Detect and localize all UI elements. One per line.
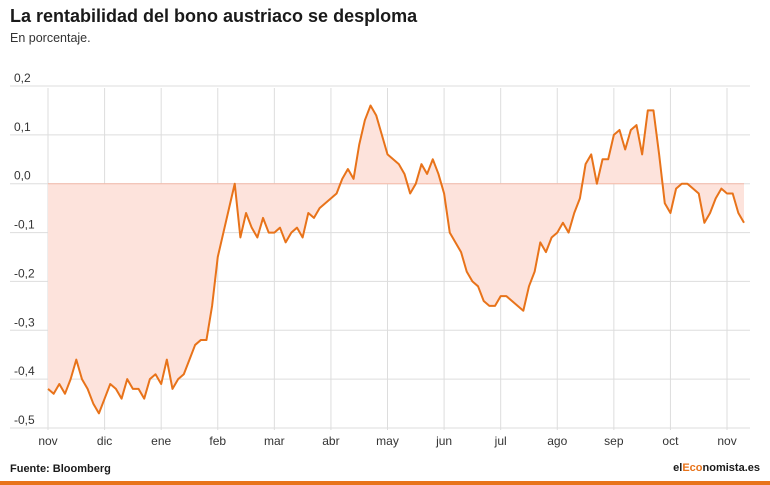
x-tick-label: may: [376, 434, 399, 448]
y-tick-label: -0,3: [14, 315, 35, 329]
source-note: Fuente: Bloomberg: [10, 463, 111, 475]
chart-area: 0,2 0,1 0,0 -0,1 -0,2 -0,3 -0,4 -0,5 nov dic ene f…: [10, 71, 750, 448]
x-tick-label: nov: [38, 434, 57, 448]
x-tick-label: jul: [494, 434, 507, 448]
x-tick-label: dic: [97, 434, 112, 448]
x-tick-label: ago: [547, 434, 567, 448]
brand-accent: Eco: [682, 462, 703, 474]
y-tick-label: -0,1: [14, 218, 35, 232]
chart-subtitle: En porcentaje.: [10, 31, 91, 45]
x-tick-label: feb: [209, 434, 226, 448]
chart-title: La rentabilidad del bono austriaco se de…: [10, 6, 418, 26]
area-fill: [48, 105, 744, 414]
y-tick-label: 0,0: [14, 169, 31, 183]
y-tick-label: -0,2: [14, 266, 35, 280]
brand-prefix: el: [673, 462, 683, 474]
x-tick-label: mar: [264, 434, 285, 448]
series-line: [47, 104, 745, 415]
y-axis: 0,2 0,1 0,0 -0,1 -0,2 -0,3 -0,4 -0,5: [14, 71, 35, 427]
y-tick-label: -0,4: [14, 364, 35, 378]
area-fill-path: [48, 105, 744, 414]
x-tick-label: abr: [322, 434, 339, 448]
x-tick-label: sep: [604, 434, 624, 448]
y-tick-label: 0,1: [14, 120, 31, 134]
accent-bar: [0, 481, 770, 485]
x-axis: nov dic ene feb mar abr may jun jul ago sep oct nov: [38, 434, 736, 448]
y-tick-label: 0,2: [14, 71, 31, 85]
x-tick-label: jun: [435, 434, 452, 448]
x-tick-label: nov: [717, 434, 736, 448]
x-tick-label: oct: [662, 434, 679, 448]
series-line-path: [47, 104, 745, 415]
brand-suffix: nomista.es: [702, 462, 760, 474]
brand-logo: elEconomista.es: [673, 462, 760, 474]
y-tick-label: -0,5: [14, 413, 35, 427]
x-tick-label: ene: [151, 434, 171, 448]
